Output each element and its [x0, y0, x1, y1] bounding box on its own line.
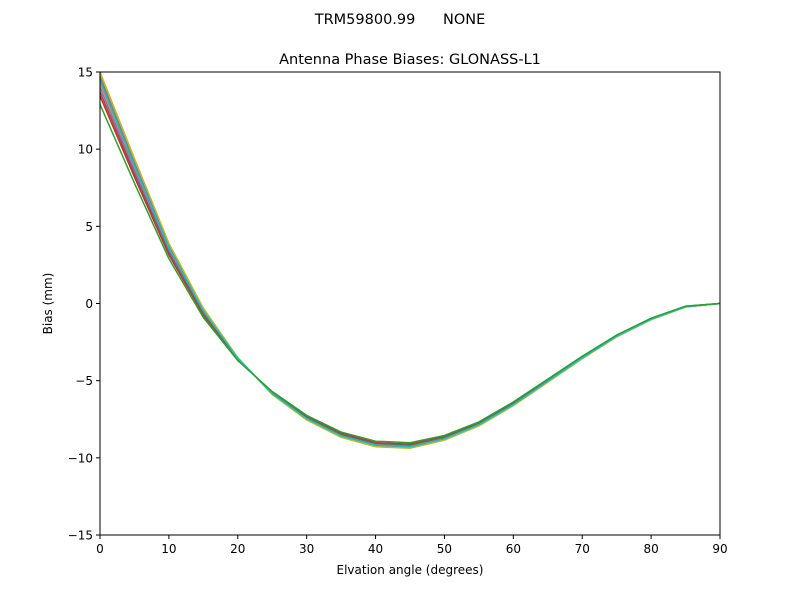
x-tick-label: 30: [299, 542, 314, 556]
x-tick-label: 50: [437, 542, 452, 556]
y-tick-label: 10: [78, 143, 93, 157]
series-line-6: [99, 76, 721, 449]
y-tick-label: −5: [75, 374, 93, 388]
x-tick-label: 70: [575, 542, 590, 556]
series-line-7: [99, 71, 721, 450]
x-tick-label: 20: [230, 542, 245, 556]
x-tick-label: 10: [161, 542, 176, 556]
series-line-4: [99, 91, 721, 446]
series-line-0: [99, 78, 721, 448]
x-tick-label: 90: [712, 542, 727, 556]
series-line-1: [99, 82, 721, 448]
y-axis-ticks: −15 −10 −5 0 5 10 15: [68, 66, 100, 543]
y-tick-label: 0: [85, 297, 93, 311]
x-tick-label: 80: [643, 542, 658, 556]
series-line-2: [99, 95, 721, 445]
series-line-8: [99, 80, 721, 448]
y-tick-label: −15: [68, 529, 93, 543]
chart-title: Antenna Phase Biases: GLONASS-L1: [279, 52, 541, 68]
suptitle: TRM59800.99 NONE: [314, 12, 486, 28]
x-axis-ticks: 0 10 20 30 40 50 60 70 80 90: [96, 535, 728, 556]
x-axis-label: Elvation angle (degrees): [337, 563, 484, 577]
y-axis-label: Bias (mm): [41, 273, 55, 335]
axes-frame: [99, 71, 721, 536]
y-tick-label: −10: [68, 451, 93, 465]
x-tick-label: 0: [96, 542, 104, 556]
y-tick-label: 15: [78, 66, 93, 80]
series-line-3: [99, 87, 721, 447]
y-tick-label: 5: [85, 220, 93, 234]
series-lines: [99, 71, 721, 450]
x-tick-label: 40: [368, 542, 383, 556]
series-line-5: [99, 73, 721, 449]
series-line-9: [99, 104, 721, 444]
x-tick-label: 60: [506, 542, 521, 556]
